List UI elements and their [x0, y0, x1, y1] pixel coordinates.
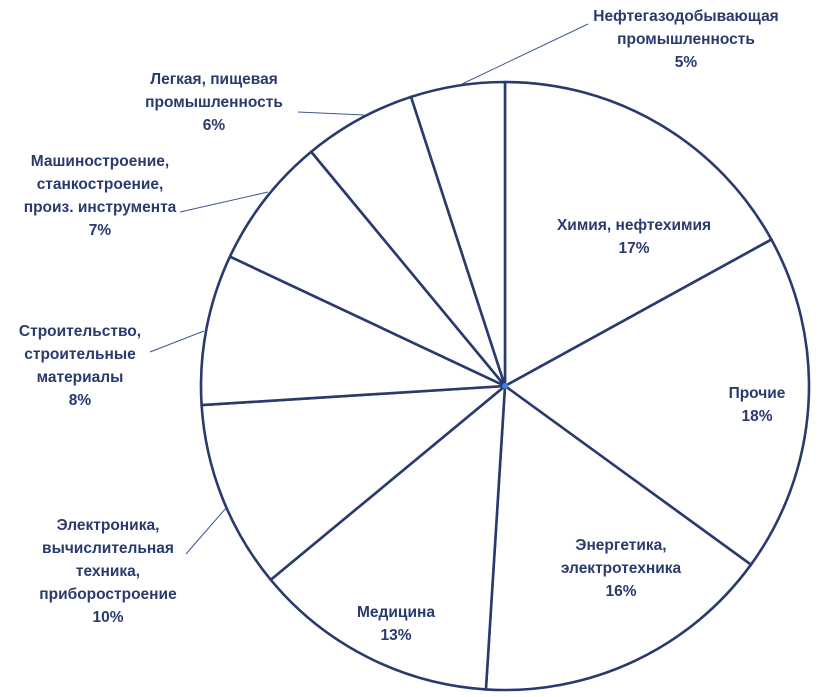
- slice-percent-label: 5%: [675, 54, 698, 71]
- slice-name-line: Прочие: [729, 385, 786, 402]
- slice-name-line: Легкая, пищевая: [150, 71, 278, 88]
- slice-name-line: вычислительная: [42, 540, 174, 557]
- slice-name-line: произ. инструмента: [24, 199, 177, 216]
- slice-name-line: техника,: [76, 563, 140, 580]
- slice-percent-label: 16%: [605, 583, 636, 600]
- slice-name-line: Химия, нефтехимия: [557, 217, 711, 234]
- slice-percent-label: 10%: [92, 609, 123, 626]
- pie-slice: [503, 80, 773, 388]
- slice-name-line: Нефтегазодобывающая: [593, 8, 778, 25]
- pie-slice: [409, 80, 507, 388]
- pie-slice: [200, 384, 507, 582]
- slice-name-line: промышленность: [145, 94, 283, 111]
- leader-line: [185, 507, 227, 555]
- slice-labels: Химия, нефтехимия 17% Прочие 18% Энергетика,…: [19, 8, 786, 644]
- slice-name-line: электротехника: [561, 560, 682, 577]
- slice-name-line: промышленность: [617, 31, 755, 48]
- slice-label: Нефтегазодобывающая промышленность 5%: [593, 8, 778, 71]
- leader-line: [297, 111, 365, 116]
- slice-name-line: Электроника,: [57, 517, 160, 534]
- slice-label: Химия, нефтехимия 17%: [557, 217, 711, 257]
- slice-label: Прочие 18%: [729, 385, 786, 425]
- pie-slice: [484, 384, 753, 692]
- slice-name-line: материалы: [37, 369, 124, 386]
- pie-slice: [503, 238, 811, 566]
- slice-label: Электроника, вычислительная техника, прибор…: [39, 517, 177, 626]
- slice-name-line: Энергетика,: [575, 537, 666, 554]
- slice-label: Машиностроение, станкостроение, произ. инс…: [24, 153, 177, 239]
- slice-label: Строительство, строительные материалы 8%: [19, 323, 141, 409]
- slice-percent-label: 7%: [89, 222, 112, 239]
- slice-label: Медицина 13%: [357, 604, 435, 644]
- slice-percent-label: 18%: [741, 408, 772, 425]
- leader-line: [461, 23, 589, 85]
- pie-center-dot: [502, 383, 508, 389]
- slice-percent-label: 17%: [618, 240, 649, 257]
- slice-name-line: Строительство,: [19, 323, 141, 340]
- leader-lines: [149, 23, 589, 555]
- slice-percent-label: 13%: [380, 627, 411, 644]
- slice-percent-label: 8%: [69, 392, 92, 409]
- slice-name-line: Машиностроение,: [31, 153, 169, 170]
- pie-slices: [199, 80, 811, 692]
- slice-label: Энергетика, электротехника 16%: [561, 537, 682, 600]
- slice-label: Легкая, пищевая промышленность 6%: [145, 71, 283, 134]
- pie-slice: [228, 150, 507, 388]
- leader-line: [179, 191, 269, 213]
- pie-slice: [269, 384, 507, 691]
- slice-name-line: строительные: [24, 346, 136, 363]
- slice-name-line: Медицина: [357, 604, 435, 621]
- leader-line: [149, 330, 205, 353]
- slice-name-line: приборостроение: [39, 586, 177, 603]
- slice-name-line: станкостроение,: [37, 176, 164, 193]
- pie-slice: [199, 255, 507, 407]
- slice-percent-label: 6%: [203, 117, 226, 134]
